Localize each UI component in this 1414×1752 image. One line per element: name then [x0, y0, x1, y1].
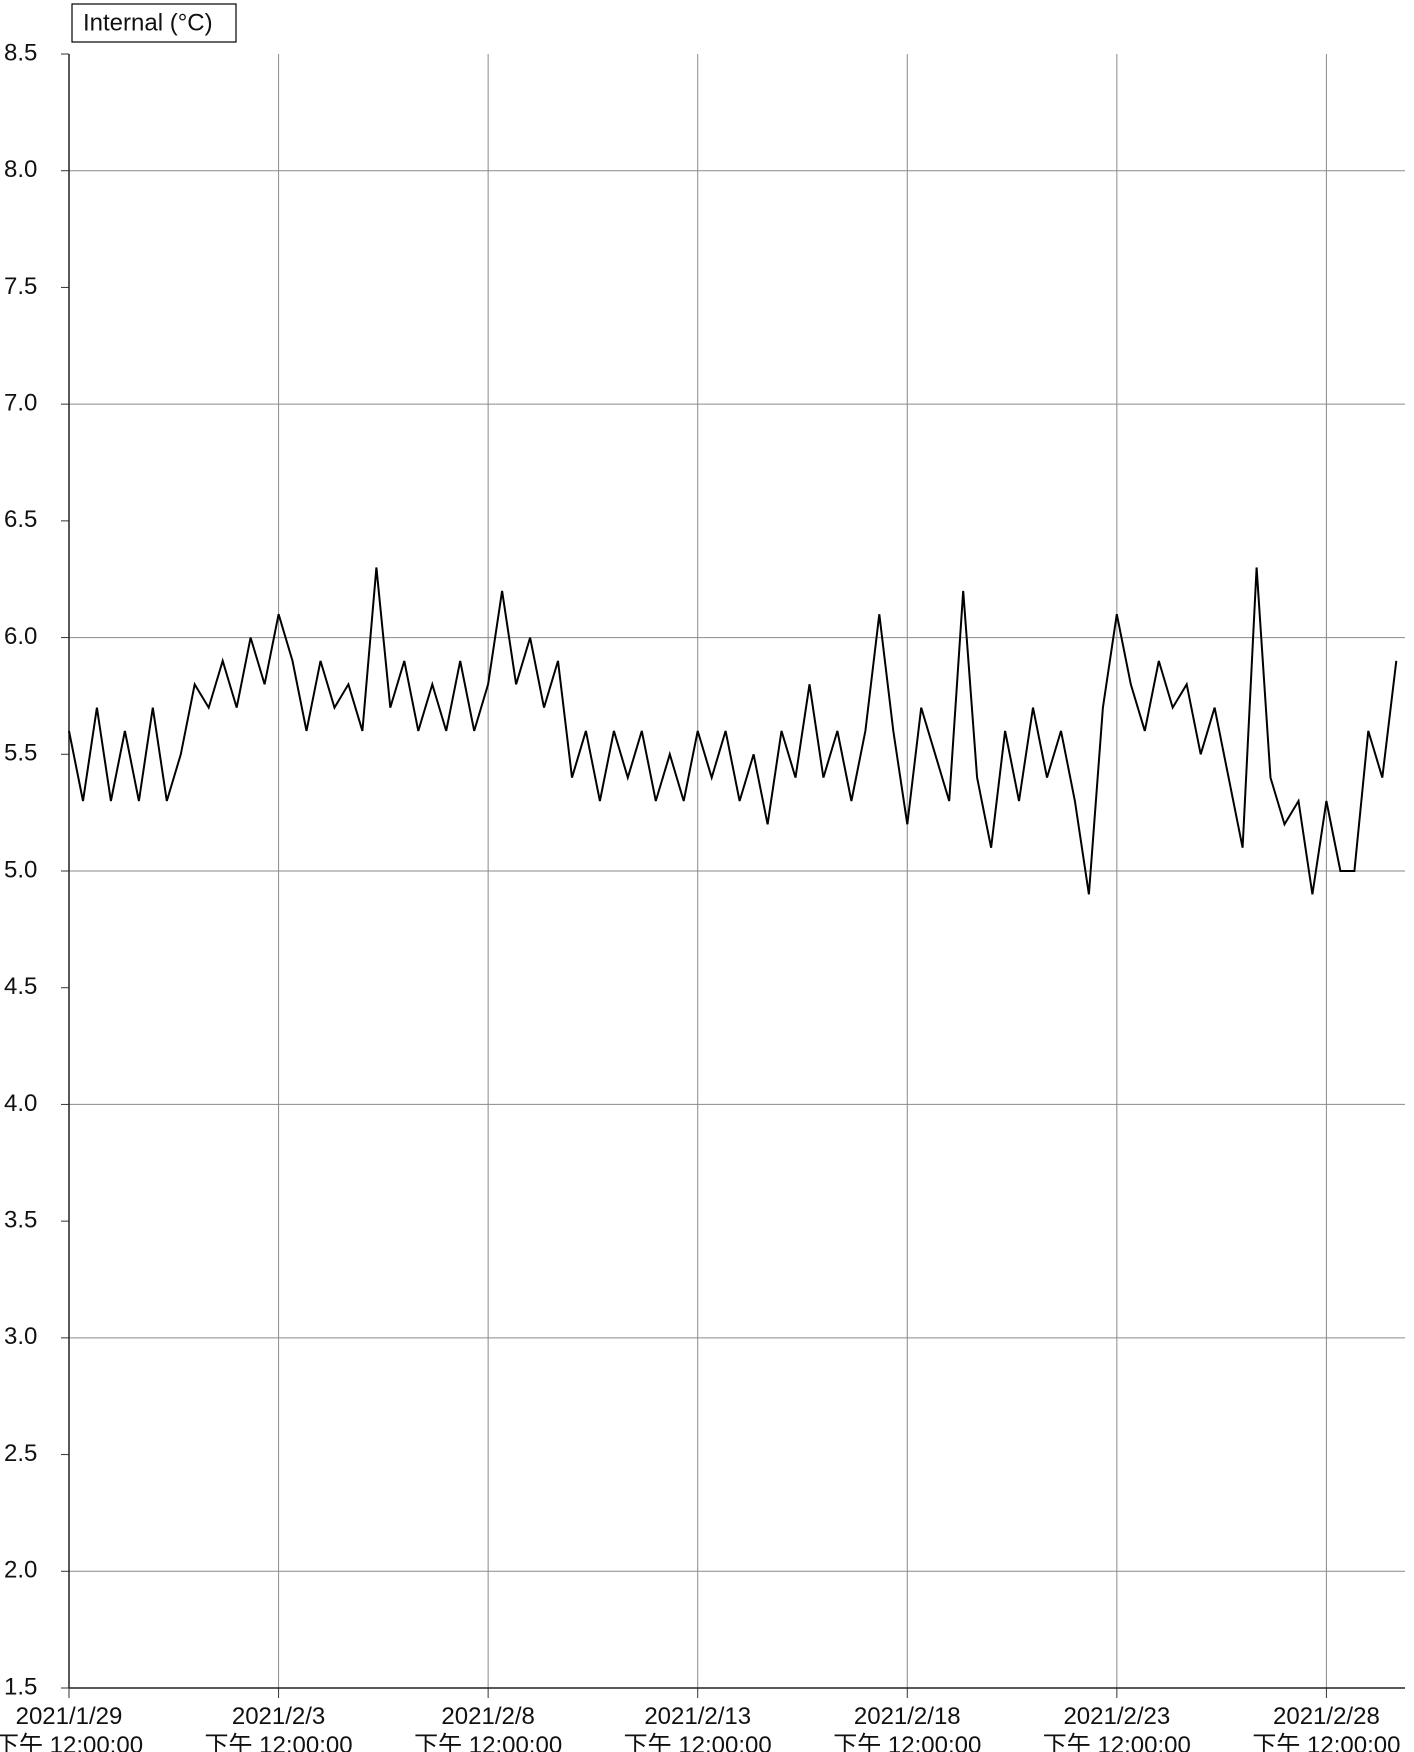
x-tick-label-line: 2021/2/13 — [644, 1703, 751, 1730]
x-tick-label: 2021/2/13 下午 12:00:00 — [624, 1703, 772, 1752]
y-tick-label: 8.0 — [4, 156, 37, 183]
y-tick-label: 4.0 — [4, 1090, 37, 1117]
x-tick-label: 2021/2/23 下午 12:00:00 — [1043, 1703, 1191, 1752]
x-tick-label: 2021/2/18 下午 12:00:00 — [833, 1703, 981, 1752]
y-tick-label: 3.0 — [4, 1323, 37, 1350]
y-tick-label: 2.0 — [4, 1557, 37, 1584]
y-tick-label: 6.0 — [4, 623, 37, 650]
data-line — [68, 567, 1398, 895]
x-tick-label-line: 2021/2/18 — [854, 1703, 961, 1730]
x-tick-label-line: 下午 12:00:00 — [1252, 1732, 1400, 1752]
x-tick-label-line: 2021/2/23 — [1063, 1703, 1170, 1730]
x-tick-label: 2021/2/28 下午 12:00:00 — [1252, 1703, 1400, 1752]
y-tick-label: 2.5 — [4, 1440, 37, 1467]
legend-label: Internal (°C) — [83, 9, 213, 36]
x-tick-label-line: 2021/2/28 — [1273, 1703, 1380, 1730]
y-tick-label: 8.5 — [4, 39, 37, 66]
y-tick-label: 6.5 — [4, 506, 37, 533]
y-tick-label: 1.5 — [4, 1673, 37, 1700]
y-tick-label: 5.5 — [4, 740, 37, 767]
y-tick-label: 5.0 — [4, 856, 37, 883]
x-tick-label-line: 2021/2/8 — [441, 1703, 534, 1730]
x-tick-label: 2021/2/3 下午 12:00:00 — [205, 1703, 353, 1752]
y-tick-label: 3.5 — [4, 1206, 37, 1233]
y-tick-label: 4.5 — [4, 973, 37, 1000]
x-tick-label-line: 下午 12:00:00 — [624, 1732, 772, 1752]
x-tick-label-line: 下午 12:00:00 — [205, 1732, 353, 1752]
x-tick-label-line: 下午 12:00:00 — [414, 1732, 562, 1752]
x-tick-label-line: 下午 12:00:00 — [1043, 1732, 1191, 1752]
x-tick-label: 2021/1/29 下午 12:00:00 — [0, 1703, 143, 1752]
x-tick-label-line: 2021/2/3 — [232, 1703, 325, 1730]
y-tick-label: 7.0 — [4, 389, 37, 416]
legend-box — [71, 3, 237, 43]
y-tick-label: 7.5 — [4, 273, 37, 300]
x-tick-label: 2021/2/8 下午 12:00:00 — [414, 1703, 562, 1752]
x-tick-label-line: 2021/1/29 — [16, 1703, 123, 1730]
x-tick-label-line: 下午 12:00:00 — [0, 1732, 143, 1752]
x-tick-label-line: 下午 12:00:00 — [833, 1732, 981, 1752]
